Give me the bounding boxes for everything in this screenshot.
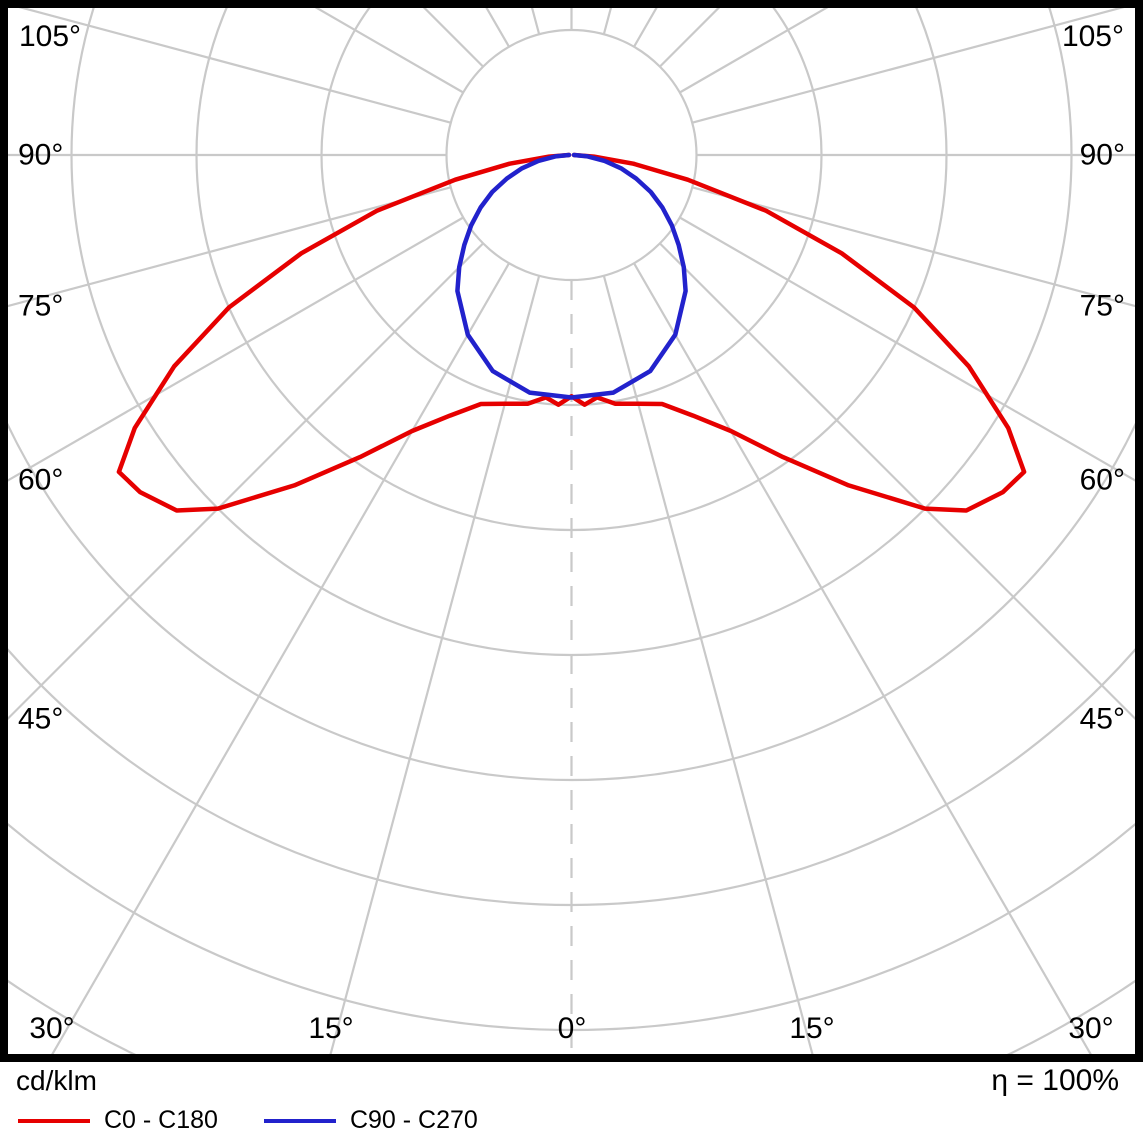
unit-label: cd/klm bbox=[16, 1065, 97, 1096]
angle-label-60: 60° bbox=[18, 464, 63, 497]
angle-label-105: 105° bbox=[19, 20, 81, 53]
angle-label-15: 15° bbox=[308, 1012, 353, 1045]
efficiency-label: η = 100% bbox=[991, 1064, 1119, 1097]
legend-item-c90-c270: C90 - C270 bbox=[263, 1106, 478, 1135]
grid-and-curves bbox=[8, 8, 1135, 1054]
legend-header-row: cd/klm η = 100% bbox=[0, 1064, 1143, 1098]
angle-label-75: 75° bbox=[18, 290, 63, 323]
grid-radial-line bbox=[679, 216, 1135, 482]
grid-ring bbox=[8, 422, 1135, 781]
grid-radial-line bbox=[8, 242, 484, 721]
plot-frame bbox=[0, 0, 1143, 1062]
curve-c90-c270 bbox=[455, 152, 688, 400]
grid-radial-line bbox=[659, 242, 1135, 721]
grid-radial-line bbox=[51, 262, 510, 1054]
grid-radial-line bbox=[18, 8, 452, 124]
c90-c270-line-swatch bbox=[263, 1118, 336, 1123]
angle-label-30: 30° bbox=[29, 1012, 74, 1045]
angle-label-45: 45° bbox=[18, 703, 63, 736]
grid-radial-line bbox=[602, 275, 814, 1054]
legend-label-c0-c180: C0 - C180 bbox=[104, 1106, 218, 1134]
angle-label-45: 45° bbox=[1080, 703, 1125, 736]
grid-radial-line bbox=[691, 8, 1125, 124]
grid-radial-line bbox=[8, 186, 452, 308]
angle-label-75: 75° bbox=[1080, 290, 1125, 323]
angle-label-0: 0° bbox=[558, 1012, 587, 1045]
c0-c180-line-swatch bbox=[18, 1118, 90, 1123]
angle-label-15: 15° bbox=[789, 1012, 834, 1045]
grid-radial-line bbox=[691, 186, 1135, 308]
angle-label-105: 105° bbox=[1062, 20, 1124, 53]
legend-item-c0-c180: C0 - C180 bbox=[18, 1106, 218, 1135]
polar-plot-area: 105° 105° 90° 90° 75° 75° 60° 60° 45° 45° 30° 30° 15… bbox=[0, 0, 1143, 1062]
polar-photometric-chart: 105° 105° 90° 90° 75° 75° 60° 60° 45° 45° 30° 30° 15… bbox=[0, 0, 1143, 1062]
grid-ring bbox=[445, 28, 698, 282]
legend: cd/klm η = 100% C0 - C180 C90 - C270 bbox=[0, 1062, 1143, 1143]
legend-label-c90-c270: C90 - C270 bbox=[349, 1106, 478, 1134]
legend-items: C0 - C180 C90 - C270 bbox=[18, 1106, 1143, 1135]
grid-radial-line bbox=[633, 262, 1092, 1054]
grid-radial-line bbox=[8, 216, 464, 482]
angle-label-90: 90° bbox=[18, 139, 63, 172]
angle-label-30: 30° bbox=[1068, 1012, 1113, 1045]
grid-radial-line bbox=[329, 275, 541, 1054]
angle-label-90: 90° bbox=[1080, 139, 1125, 172]
angle-label-60: 60° bbox=[1080, 464, 1125, 497]
